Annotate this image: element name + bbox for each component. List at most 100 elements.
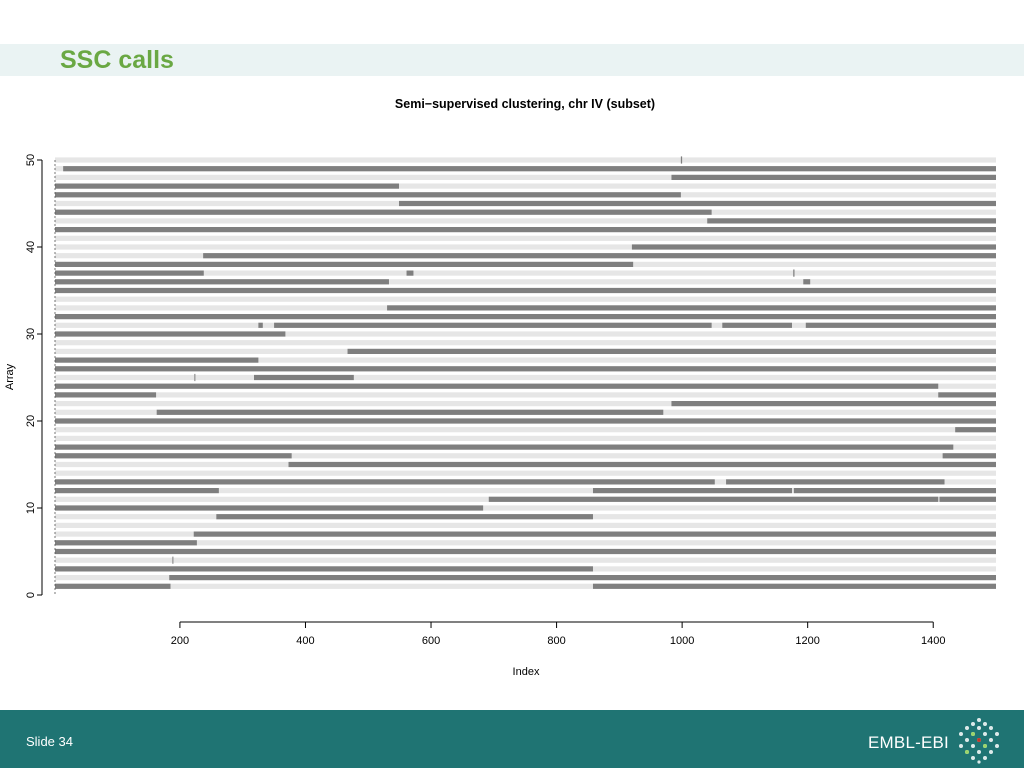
embl-ebi-logo-text: EMBL-EBI: [868, 733, 949, 752]
segment-array-25-2: [253, 374, 354, 381]
ssc-chart: 0 10 20 30 40 50 200 400 600 800 1000 1200 1400 Semi…: [4, 97, 997, 678]
segment-array-37-2: [406, 270, 414, 276]
segment-array-25-1: [194, 373, 196, 382]
segment-array-1-2: [592, 583, 996, 589]
segment-array-12-3: [793, 488, 996, 494]
segment-array-15-1: [288, 461, 996, 468]
segment-array-47-1: [55, 183, 400, 189]
track-row-18: [55, 435, 996, 441]
track-row-40: [55, 244, 996, 250]
track-row-37: [55, 270, 996, 276]
segment-array-31-3: [722, 322, 792, 328]
x-tick-label-1200: 1200: [795, 635, 819, 647]
segment-array-12-1: [55, 488, 219, 494]
segment-array-23-1: [55, 392, 157, 398]
slide-number: Slide 34: [26, 734, 73, 749]
track-row-48: [55, 174, 996, 180]
x-tick-label-400: 400: [296, 635, 314, 647]
track-row-34: [55, 296, 996, 302]
segment-array-38-1: [55, 261, 634, 267]
segment-array-42-1: [55, 227, 996, 233]
segment-array-24-1: [55, 383, 939, 389]
segment-array-28-1: [347, 348, 996, 354]
segment-array-31-2: [274, 322, 712, 328]
segment-array-3-1: [55, 566, 593, 572]
track-row-10: [55, 505, 996, 511]
segment-array-30-1: [55, 331, 286, 337]
track-row-14: [55, 470, 996, 476]
segment-array-22-1: [671, 401, 996, 407]
x-tick-label-200: 200: [171, 635, 189, 647]
segment-array-45-1: [399, 200, 996, 207]
y-tick-label-30: 30: [25, 328, 37, 340]
segment-array-31-1: [258, 322, 263, 328]
segment-array-4-1: [172, 556, 174, 564]
track-row-50: [55, 157, 996, 163]
track-row-12: [55, 488, 996, 494]
segment-array-46-1: [55, 192, 681, 198]
segment-array-36-2: [803, 279, 811, 285]
segment-array-27-1: [55, 357, 259, 363]
track-row-8: [55, 522, 996, 528]
segment-array-1-1: [55, 583, 171, 589]
track-row-6: [55, 540, 996, 546]
x-axis-label: Index: [513, 666, 540, 678]
y-axis-label: Array: [4, 363, 16, 390]
footer-bar: Slide 34 EMBL-EBI: [0, 710, 1024, 768]
segment-array-26-1: [55, 366, 996, 372]
segment-array-21-1: [156, 409, 664, 415]
track-row-43: [55, 218, 996, 224]
track-row-25: [55, 374, 996, 381]
x-tick-label-1000: 1000: [670, 635, 694, 647]
segment-array-9-1: [216, 514, 593, 520]
segment-array-11-1: [488, 496, 939, 502]
track-row-16: [55, 453, 996, 459]
segment-array-7-1: [193, 531, 996, 537]
track-row-19: [55, 427, 996, 433]
segment-array-48-1: [671, 174, 996, 180]
segment-array-37-3: [793, 269, 795, 277]
track-row-36: [55, 279, 996, 285]
segment-array-43-1: [707, 218, 996, 224]
x-tick-label-800: 800: [547, 635, 565, 647]
track-row-27: [55, 357, 996, 363]
segment-array-49-1: [63, 166, 997, 172]
y-tick-label-50: 50: [25, 154, 37, 166]
track-row-29: [55, 340, 996, 346]
y-tick-label-10: 10: [25, 502, 37, 514]
track-row-4: [55, 557, 996, 563]
track-row-30: [55, 331, 996, 337]
track-row-23: [55, 392, 996, 398]
segment-array-36-1: [55, 279, 389, 285]
y-tick-label-0: 0: [25, 592, 37, 598]
segment-array-50-1: [680, 156, 683, 164]
x-tick-label-600: 600: [422, 635, 440, 647]
segment-array-6-1: [55, 540, 197, 546]
segment-array-16-2: [942, 453, 996, 459]
chart-title: Semi−supervised clustering, chr IV (subs…: [395, 97, 655, 111]
segment-array-40-1: [631, 244, 996, 250]
segment-array-19-1: [955, 427, 996, 433]
call-segments: [55, 156, 997, 589]
track-row-41: [55, 235, 996, 241]
track-row-47: [55, 183, 996, 189]
segment-array-2-1: [169, 575, 996, 581]
segment-array-16-1: [55, 453, 292, 459]
slide-title: SSC calls: [60, 46, 174, 74]
track-row-1: [55, 583, 996, 589]
segment-array-23-2: [938, 392, 996, 398]
segment-array-11-2: [939, 496, 996, 502]
segment-array-13-1: [55, 479, 715, 485]
segment-array-13-2: [726, 479, 945, 485]
segment-array-5-1: [55, 548, 996, 555]
segment-array-33-1: [387, 305, 997, 311]
segment-array-35-1: [55, 287, 996, 294]
segment-array-12-2: [592, 488, 792, 494]
segment-array-44-1: [55, 209, 712, 215]
track-row-22: [55, 401, 996, 407]
segment-array-37-1: [55, 270, 204, 276]
embl-ebi-logo-icon: [959, 718, 999, 764]
segment-array-39-1: [203, 253, 997, 259]
title-band: [0, 44, 1024, 76]
segment-array-17-1: [55, 444, 954, 450]
